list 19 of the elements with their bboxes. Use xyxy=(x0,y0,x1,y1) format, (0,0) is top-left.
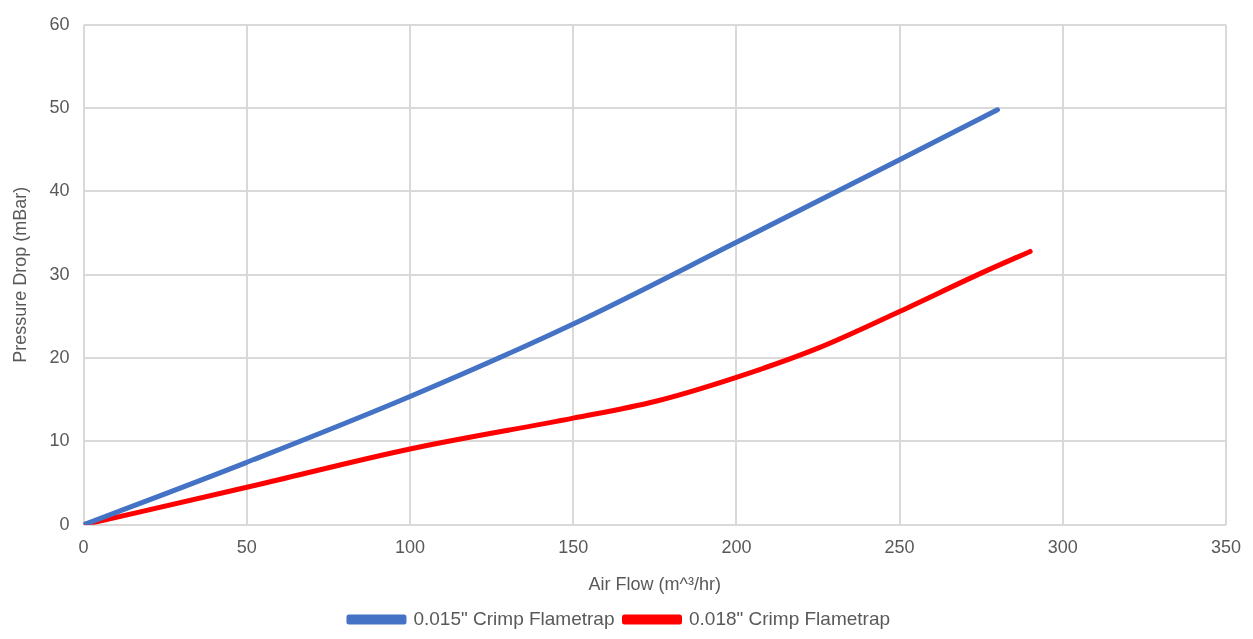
y-tick-label: 60 xyxy=(49,13,70,34)
x-tick-label: 250 xyxy=(884,536,915,557)
y-tick-label: 40 xyxy=(49,180,70,201)
y-tick-label: 50 xyxy=(49,97,70,118)
y-tick-label: 20 xyxy=(49,347,70,368)
x-tick-label: 350 xyxy=(1210,536,1242,557)
x-tick-label: 50 xyxy=(236,536,257,557)
x-axis-title: Air Flow (m^³/hr) xyxy=(588,574,722,595)
x-tick-label: 150 xyxy=(558,536,589,557)
legend-label: 0.018" Crimp Flametrap xyxy=(689,607,891,629)
legend-label: 0.015" Crimp Flametrap xyxy=(413,607,615,629)
x-tick-label: 300 xyxy=(1047,536,1078,557)
y-axis-title: Pressure Drop (mBar) xyxy=(9,186,30,363)
y-tick-label: 0 xyxy=(59,513,70,534)
y-tick-label: 30 xyxy=(49,263,70,284)
x-tick-label: 200 xyxy=(721,536,752,557)
y-tick-label: 10 xyxy=(49,430,70,451)
x-tick-label: 0 xyxy=(78,536,89,557)
x-tick-label: 100 xyxy=(394,536,426,557)
